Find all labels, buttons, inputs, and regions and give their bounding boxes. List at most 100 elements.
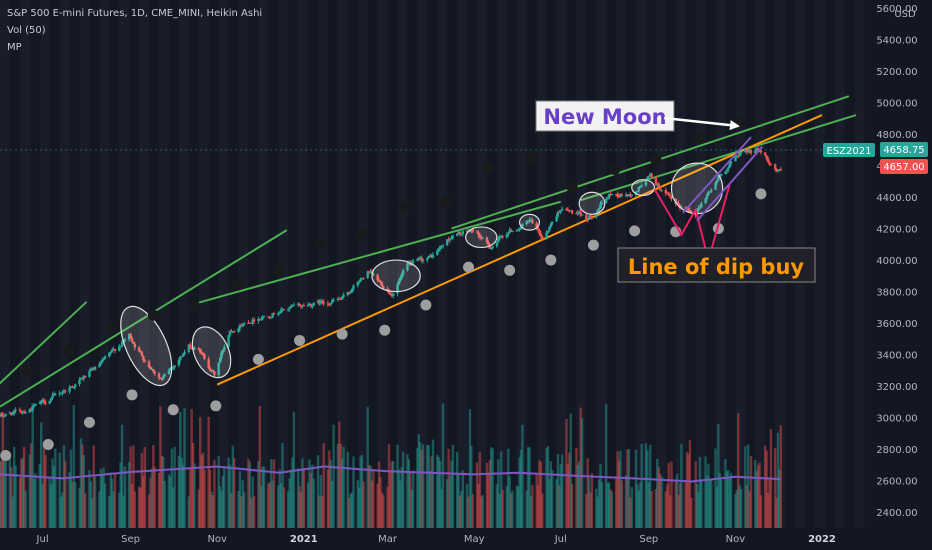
candle-body [292,304,296,306]
volume-bar [163,481,166,528]
volume-bar [535,473,538,528]
volume-bar [768,479,771,528]
volume-bar [237,490,240,528]
price-tick-label: 2600.00 [876,477,917,488]
candle-body [644,179,648,186]
candle-body [160,378,164,380]
candle-body [595,212,598,218]
last-price-tag [880,142,928,157]
candle-body [507,232,510,235]
full-moon-dot [210,400,222,412]
volume-bar [379,476,382,528]
volume-bar [201,452,205,528]
candle-body [312,302,315,306]
candle-body [4,413,7,416]
candle-body [717,176,720,181]
candle-body [30,409,33,411]
trendlines[interactable] [0,95,857,408]
volume-bar [247,458,250,528]
drawn-extras[interactable] [0,136,866,264]
volume-bar [28,454,32,528]
volume-bar [674,481,677,528]
volume-bar [119,462,122,528]
volume-bar [147,494,151,528]
volume-bar [556,454,560,528]
volume-bar [129,446,132,528]
candle-body [183,352,186,355]
price-tick-label: 5600.00 [876,4,917,15]
volume-bar [678,483,682,528]
candle-body [153,371,156,374]
volume-bar [308,459,311,528]
candle-body [389,293,392,295]
time-axis[interactable]: Jul Sep Nov 2021 Mar May Jul Sep Nov 2022 [36,534,836,545]
dip-buy-annotation[interactable]: Line of dip buy [617,247,816,283]
volume-bar [409,473,412,528]
volume-bar [30,443,33,528]
volume-bar [465,483,469,528]
volume-bar [197,489,200,528]
candle-body [342,294,345,298]
candle-body [362,277,365,279]
new-moon-dot [21,364,33,376]
candle-body [657,183,660,187]
volume-bar [123,466,127,528]
volume-bar [88,470,91,528]
candle-body [495,242,499,247]
volume-bar [766,493,770,528]
candle-body [340,297,344,300]
volume-bar [139,487,142,528]
background-stripe [79,0,90,528]
new-moon-annotation[interactable]: New Moon [535,100,740,132]
volume-bar [734,493,737,528]
volume-bar [438,460,442,528]
volume-bar [688,440,692,528]
volume-bar [211,495,215,528]
candle-body [173,365,176,368]
volume-bar [309,473,313,528]
volume-bar [118,492,121,528]
price-scale[interactable]: 5600.005400.005200.005000.004800.004600.… [876,4,917,519]
full-moon-dot [126,389,138,401]
green-trendline [580,114,857,202]
volume-bar [208,469,212,528]
background-stripe [834,0,845,528]
candle-body [768,162,771,165]
candle-body [257,319,260,322]
candle-body [558,211,561,213]
volume-bar [605,403,608,528]
background-stripe [39,0,50,528]
candle-body [729,161,733,164]
candle-body [756,148,760,151]
candle-body [163,374,166,377]
volume-bar [599,464,602,528]
volume-bar [666,484,669,528]
volume-bar [545,448,548,528]
candle-body [8,412,12,414]
volume-bar [18,477,22,528]
candle-body [447,239,450,241]
background-stripe [576,0,587,528]
volume-bar [421,444,425,528]
candle-body [749,150,753,153]
candle-body [54,393,57,395]
candle-body [649,173,652,176]
volume-bar [646,450,649,528]
candle-body [139,351,142,353]
new-moon-dot [692,133,704,145]
volume-bar [109,472,112,528]
volume-bar [616,451,619,528]
legend-title: S&P 500 E-mini Futures, 1D, CME_MINI, He… [7,8,262,19]
volume-bar [91,497,94,528]
candle-body [491,246,494,248]
volume-bar [576,464,580,528]
candle-body [279,309,283,313]
volume-bar [12,446,16,528]
candle-body [72,387,76,389]
candle-body [501,236,504,238]
candle-body [745,149,748,152]
volume-bar [120,424,124,528]
volume-bar [102,467,105,528]
volume-bar [579,407,582,528]
